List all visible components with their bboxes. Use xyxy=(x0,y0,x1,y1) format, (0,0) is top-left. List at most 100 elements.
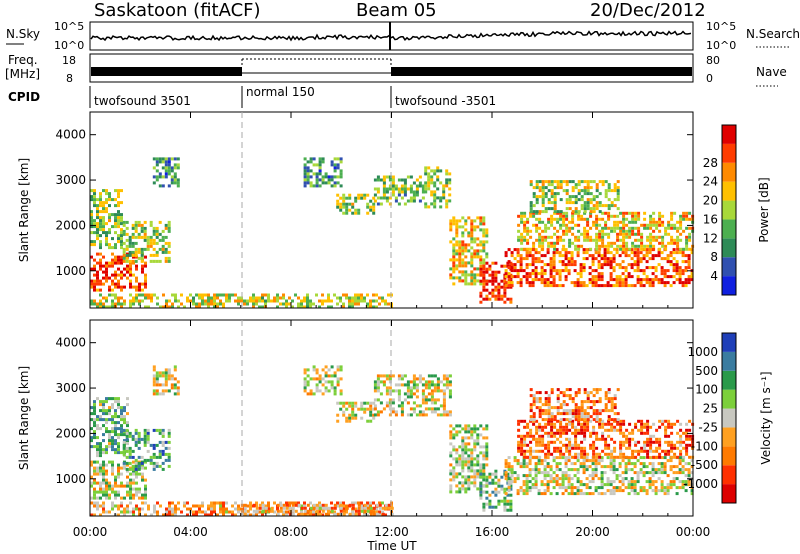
power-cell xyxy=(382,178,386,182)
velocity-cell xyxy=(479,445,483,449)
velocity-cell xyxy=(167,458,171,462)
velocity-cell xyxy=(261,501,264,505)
power-cell xyxy=(105,198,108,202)
velocity-cell xyxy=(688,455,692,459)
power-cell xyxy=(571,220,575,224)
power-colorbar-tick: 28 xyxy=(703,156,718,170)
power-cell xyxy=(651,284,655,288)
velocity-cell xyxy=(126,484,129,488)
power-colorbar-tick: 4 xyxy=(710,269,718,283)
power-cell xyxy=(117,225,120,229)
power-cell xyxy=(445,199,449,203)
power-cell xyxy=(126,276,129,280)
power-cell xyxy=(598,235,602,239)
velocity-cell xyxy=(621,483,625,487)
power-cell xyxy=(303,157,307,161)
power-cell xyxy=(333,163,337,167)
velocity-cell xyxy=(412,392,416,396)
power-cell xyxy=(152,253,156,257)
power-cell xyxy=(610,244,614,248)
power-cell xyxy=(649,232,653,236)
power-cell xyxy=(433,190,437,194)
power-cell xyxy=(147,305,150,309)
power-cell xyxy=(600,257,604,261)
velocity-cell xyxy=(318,512,322,516)
power-cell xyxy=(285,299,288,303)
power-cell xyxy=(592,210,596,214)
velocity-cell xyxy=(639,486,643,490)
velocity-cell xyxy=(509,484,513,488)
power-cell xyxy=(618,275,622,279)
velocity-cell xyxy=(574,425,578,429)
power-cell xyxy=(583,180,587,184)
velocity-cell xyxy=(595,418,599,422)
power-cell xyxy=(158,247,162,251)
power-cell xyxy=(544,180,548,184)
velocity-cell xyxy=(479,487,483,491)
velocity-cell xyxy=(161,371,165,375)
power-cell xyxy=(433,181,437,185)
power-cell xyxy=(639,278,643,282)
velocity-cell xyxy=(482,436,486,440)
power-cell xyxy=(687,281,691,285)
power-cell xyxy=(658,223,662,227)
power-cell xyxy=(117,222,120,226)
power-cell xyxy=(294,293,297,297)
power-cell xyxy=(622,241,626,245)
power-cell xyxy=(531,272,535,276)
power-cell xyxy=(607,211,611,215)
power-cell xyxy=(612,260,616,264)
power-cell xyxy=(452,267,456,271)
velocity-cell xyxy=(540,483,544,487)
power-cell xyxy=(622,214,626,218)
velocity-cell xyxy=(476,463,480,467)
power-cell xyxy=(129,264,132,268)
velocity-cell xyxy=(117,472,120,476)
power-cell xyxy=(132,261,135,265)
power-cell xyxy=(351,302,354,306)
power-cell xyxy=(138,285,141,289)
power-cell xyxy=(183,305,186,309)
velocity-cell xyxy=(373,386,377,390)
power-cell xyxy=(631,214,635,218)
velocity-cell xyxy=(430,395,434,399)
power-cell xyxy=(99,252,102,256)
power-cell xyxy=(690,272,694,276)
velocity-cell xyxy=(105,430,108,434)
velocity-cell xyxy=(123,466,126,470)
power-cell xyxy=(195,302,198,306)
velocity-cell xyxy=(574,437,578,441)
velocity-cell xyxy=(285,501,288,505)
velocity-cell xyxy=(138,496,141,500)
velocity-cell xyxy=(342,501,345,505)
velocity-cell xyxy=(583,452,587,456)
velocity-cell xyxy=(231,513,234,517)
velocity-cell xyxy=(574,412,578,416)
power-cell xyxy=(682,217,686,221)
velocity-cell xyxy=(564,459,568,463)
power-cell xyxy=(544,210,548,214)
velocity-cell xyxy=(455,424,459,428)
velocity-cell xyxy=(117,504,120,508)
velocity-cell xyxy=(561,483,565,487)
power-cell xyxy=(102,296,105,300)
power-cell xyxy=(639,269,643,273)
power-cell xyxy=(372,205,376,209)
velocity-cell xyxy=(390,512,394,516)
velocity-cell xyxy=(541,434,545,438)
power-cell xyxy=(300,302,303,306)
power-cell xyxy=(562,214,566,218)
power-cell xyxy=(618,278,622,282)
velocity-cell xyxy=(627,456,631,460)
velocity-cell xyxy=(102,400,105,404)
power-cell xyxy=(595,207,599,211)
velocity-cell xyxy=(152,389,156,393)
power-cell xyxy=(663,272,667,276)
velocity-cell xyxy=(485,448,489,452)
velocity-cell xyxy=(461,442,465,446)
power-cell xyxy=(452,261,456,265)
velocity-cell xyxy=(565,409,569,413)
power-cell xyxy=(610,214,614,218)
velocity-cell xyxy=(165,513,168,517)
velocity-cell xyxy=(120,433,123,437)
